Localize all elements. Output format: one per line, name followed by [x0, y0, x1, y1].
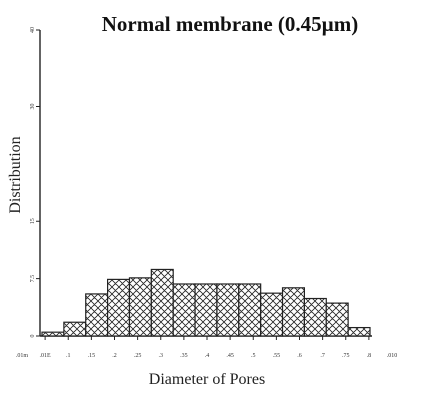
x-tick-label: .25 — [134, 353, 142, 359]
bar-b12 — [281, 287, 305, 337]
bar-b10 — [238, 283, 262, 337]
x-tick-label: .1 — [66, 353, 71, 359]
x-tick-label: .01m — [16, 353, 29, 359]
x-tick-label: .4 — [205, 353, 210, 359]
bar-b3 — [85, 293, 109, 337]
bar-b1 — [41, 331, 65, 337]
chart-title: Normal membrane (0.45µm) — [102, 12, 358, 36]
x-tick-label: .15 — [88, 353, 96, 359]
y-tick-label: 7.5 — [30, 275, 36, 283]
x-tick-label: .2 — [112, 353, 117, 359]
x-axis-label: Diameter of Pores — [149, 371, 265, 388]
bar-b14 — [325, 302, 349, 337]
y-ticks: 0 7.5 15 30 40 — [30, 27, 40, 338]
x-tick-label: .3 — [159, 353, 164, 359]
x-tick-label: .010 — [387, 353, 398, 359]
y-tick-label: 40 — [30, 27, 36, 33]
x-tick-label: .6 — [297, 353, 302, 359]
bar-b15 — [347, 326, 371, 337]
x-tick-label: .35 — [180, 353, 188, 359]
y-tick-label: 0 — [30, 335, 36, 338]
bar-b5 — [128, 277, 152, 337]
bar-b11 — [260, 292, 284, 337]
y-axis-label: Distribution — [7, 136, 24, 213]
y-tick-label: 15 — [30, 218, 36, 224]
x-tick-label: .45 — [226, 353, 234, 359]
bar-b7 — [172, 283, 196, 337]
x-ticks: .01m .01E .1 .15 .2 .25 .3 .35 .4 .45 .5 .55 .6 .7 .75… — [16, 336, 397, 359]
bars — [41, 268, 371, 337]
y-tick-label: 30 — [30, 104, 36, 110]
x-tick-label: .8 — [367, 353, 372, 359]
bar-b8 — [194, 283, 218, 337]
bar-b9 — [216, 283, 240, 337]
bar-b4 — [106, 278, 131, 337]
x-tick-label: .7 — [320, 353, 325, 359]
x-tick-label: .75 — [342, 353, 350, 359]
bar-b2 — [63, 321, 87, 337]
x-tick-label: .55 — [273, 353, 281, 359]
x-tick-label: .5 — [251, 353, 256, 359]
x-tick-label: .01E — [40, 353, 52, 359]
bar-b13 — [303, 297, 327, 337]
bar-b6 — [150, 268, 174, 337]
